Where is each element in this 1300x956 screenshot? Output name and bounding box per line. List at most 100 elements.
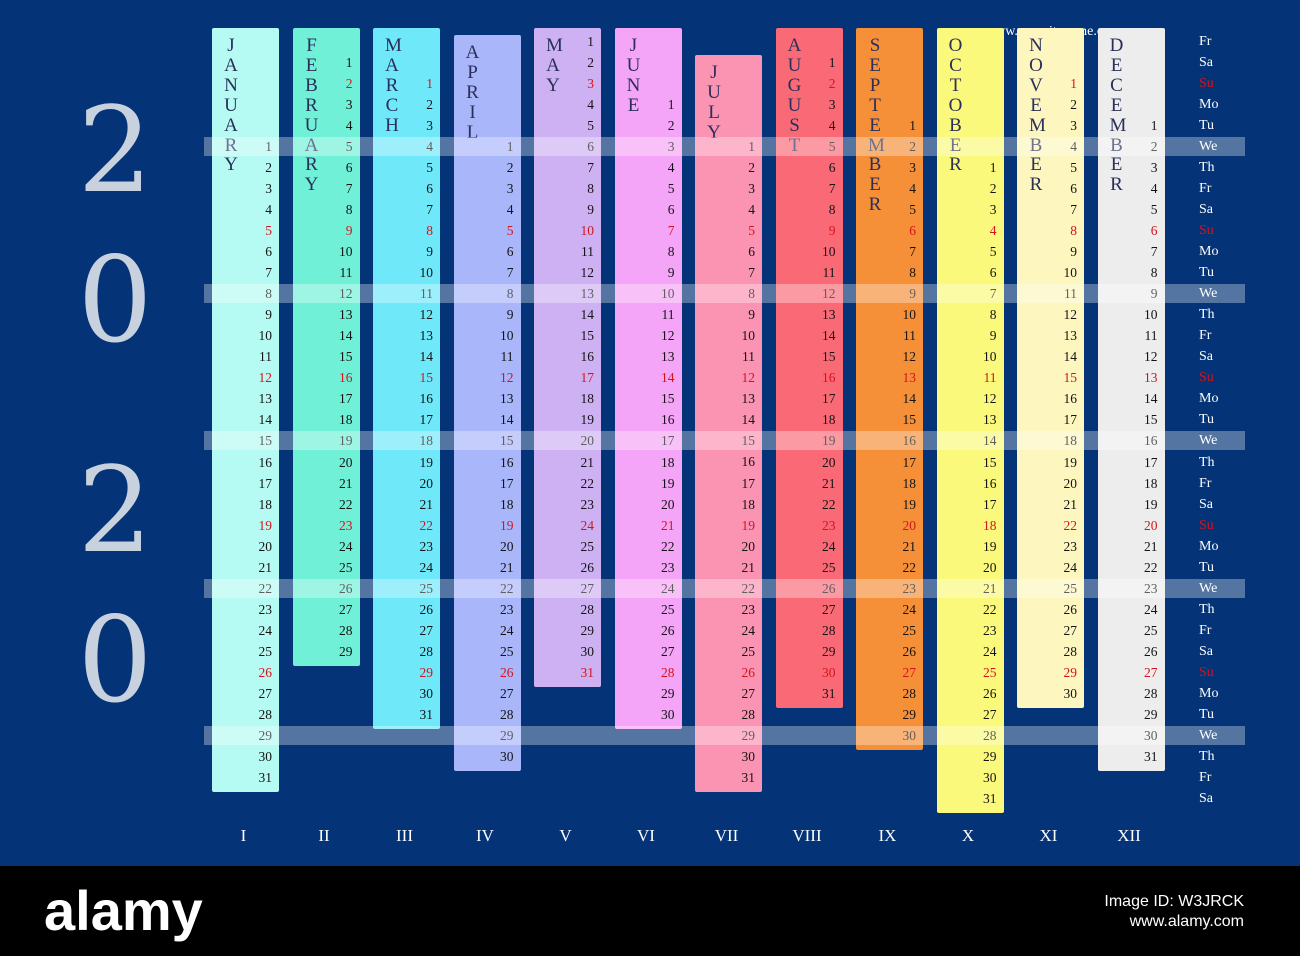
day-number: 22	[258, 580, 273, 596]
day-number: 6	[909, 222, 916, 238]
day-number: 9	[1150, 286, 1158, 302]
day-number: 14	[1063, 349, 1078, 365]
weekday-label: Th	[1199, 749, 1215, 765]
day-number: 5	[426, 159, 433, 175]
day-number: 16	[419, 391, 434, 407]
day-number: 4	[345, 117, 353, 133]
month-column-july: JULY 1 2 3 4 5 6 7 8 9 10 11 12 13 14 15 16 17 18 19 20 21 22 2…	[695, 55, 762, 793]
day-number: 3	[748, 180, 755, 196]
day-number: 3	[909, 159, 916, 175]
roman-numeral: III	[396, 826, 413, 845]
day-number: 21	[419, 496, 434, 512]
day-number: 20	[902, 517, 917, 533]
day-number: 4	[265, 201, 272, 217]
day-number: 6	[345, 159, 353, 175]
day-number: 17	[1063, 412, 1078, 428]
day-number: 26	[258, 665, 273, 680]
day-number: 26	[1063, 601, 1078, 617]
day-number: 22	[902, 559, 917, 575]
day-number: 29	[983, 749, 997, 765]
day-number: 24	[661, 580, 675, 596]
day-number: 16	[500, 454, 514, 470]
day-number: 19	[741, 517, 756, 533]
day-number: 4	[667, 159, 675, 175]
day-number: 6	[506, 244, 514, 259]
day-number: 2	[426, 96, 433, 112]
day-number: 25	[983, 665, 997, 680]
day-number: 16	[339, 370, 353, 386]
day-number: 23	[1144, 580, 1158, 596]
day-number: 17	[258, 475, 273, 491]
day-number: 24	[1063, 559, 1078, 575]
month-column-january: JANUARY 1 2 3 4 5 6 7 8 9 10 11 12 13 14 15 16 17 18 19 20 21…	[212, 28, 279, 793]
day-number: 18	[1063, 433, 1078, 449]
day-number: 15	[822, 349, 836, 365]
day-number: 22	[500, 580, 514, 596]
day-number: 15	[741, 433, 756, 449]
weekday-label: Sa	[1199, 643, 1213, 659]
day-number: 19	[258, 517, 273, 533]
day-number: 8	[1070, 222, 1077, 238]
day-number: 5	[748, 222, 755, 238]
roman-numeral: I	[240, 826, 247, 845]
weekday-label: Th	[1199, 159, 1215, 175]
day-number: 30	[983, 770, 997, 786]
day-number: 9	[748, 307, 755, 323]
weekday-label: Fr	[1199, 328, 1212, 344]
day-number: 17	[661, 433, 675, 449]
day-number: 27	[258, 686, 273, 702]
day-number: 30	[741, 749, 756, 765]
weekday-label: We	[1199, 433, 1218, 449]
day-number: 14	[661, 370, 675, 386]
day-number: 9	[426, 244, 433, 259]
day-number: 11	[983, 370, 997, 386]
watermark-image-id: Image ID: W3JRCK	[1104, 893, 1244, 910]
day-number: 13	[902, 370, 917, 386]
weekday-label: Mo	[1199, 244, 1219, 259]
day-number: 11	[822, 265, 836, 281]
day-number: 10	[822, 244, 836, 259]
weekday-label: Tu	[1199, 265, 1215, 281]
day-number: 18	[661, 454, 675, 470]
day-number: 1	[667, 96, 675, 112]
day-number: 3	[1150, 159, 1158, 175]
day-number: 13	[983, 412, 997, 428]
day-number: 25	[741, 643, 756, 659]
day-number: 26	[580, 559, 595, 575]
month-column-november: NOVEMBER 1 2 3 4 5 6 7 8 9 10 11 12 13 14 15 16 17 18 19 20 2…	[1017, 28, 1084, 709]
day-number: 14	[500, 412, 514, 428]
day-number: 27	[1063, 622, 1078, 638]
day-number: 6	[667, 201, 675, 217]
day-number: 9	[345, 222, 353, 238]
day-number: 23	[1063, 538, 1078, 554]
day-number: 22	[419, 517, 434, 533]
day-number: 28	[741, 707, 756, 723]
roman-numeral: VI	[637, 826, 655, 845]
day-number: 7	[748, 265, 755, 281]
day-number: 11	[1144, 328, 1158, 344]
day-number: 12	[580, 265, 595, 281]
weekday-label: Su	[1199, 665, 1214, 680]
day-number: 18	[500, 496, 514, 512]
day-number: 19	[822, 433, 836, 449]
day-number: 7	[265, 265, 272, 281]
day-number: 22	[1063, 517, 1078, 533]
day-number: 14	[419, 349, 434, 365]
month-name: FEBRUARY	[304, 35, 319, 196]
calendar-panel: 2 0 2 0 www.yoursitename.com JANUARY1234…	[0, 0, 1300, 866]
day-number: 14	[580, 307, 595, 323]
day-number: 10	[983, 349, 997, 365]
day-number: 11	[500, 349, 514, 365]
day-number: 13	[258, 391, 273, 407]
day-number: 6	[1070, 180, 1077, 196]
day-number: 31	[258, 770, 273, 786]
day-number: 21	[983, 580, 997, 596]
day-number: 15	[339, 349, 353, 365]
day-number: 5	[345, 138, 353, 154]
day-number: 14	[741, 412, 756, 428]
day-number: 28	[661, 665, 675, 680]
weekday-label: Sa	[1199, 496, 1213, 512]
day-number: 29	[822, 643, 836, 659]
day-number: 10	[1063, 265, 1078, 281]
day-number: 6	[828, 159, 836, 175]
